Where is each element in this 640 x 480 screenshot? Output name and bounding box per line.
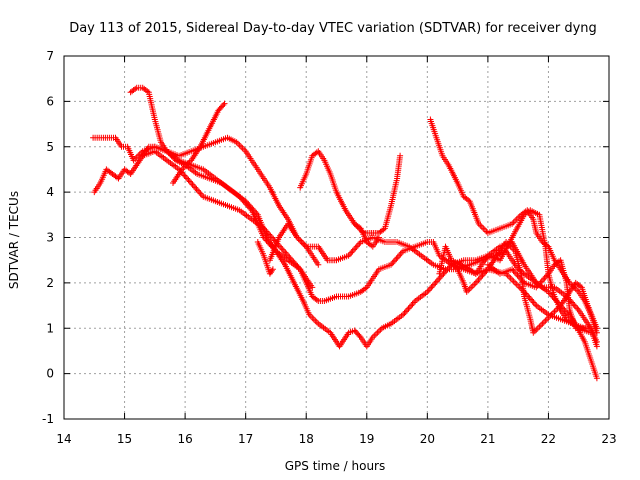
x-axis-ticks: 14 15 16 17 18 19 20 21 22 23 <box>56 56 617 446</box>
series-markers <box>139 148 316 291</box>
x-tick-label: 14 <box>56 432 71 446</box>
x-tick-label: 22 <box>541 432 556 446</box>
x-tick-label: 15 <box>117 432 132 446</box>
y-tick-label: 2 <box>46 276 54 290</box>
y-tick-label: 3 <box>46 231 54 245</box>
y-tick-label: 1 <box>46 321 54 335</box>
y-tick-label: 5 <box>46 140 54 154</box>
y-axis-label: SDTVAR / TECUs <box>7 191 21 289</box>
series-markers <box>266 220 322 268</box>
series-11 <box>436 207 594 336</box>
x-tick-label: 23 <box>601 432 616 446</box>
series-6 <box>254 239 276 277</box>
chart-title: Day 113 of 2015, Sidereal Day-to-day VTE… <box>69 21 597 36</box>
series-markers <box>254 239 276 277</box>
x-tick-label: 20 <box>420 432 435 446</box>
series-5 <box>170 100 228 186</box>
series-markers <box>436 207 594 336</box>
y-tick-label: 6 <box>46 94 54 108</box>
y-tick-label: 7 <box>46 49 54 63</box>
x-tick-label: 19 <box>359 432 374 446</box>
x-tick-label: 17 <box>238 432 253 446</box>
y-tick-label: 0 <box>46 367 54 381</box>
y-tick-label: -1 <box>42 412 54 426</box>
series-markers <box>170 100 228 186</box>
y-tick-label: 4 <box>46 185 54 199</box>
x-tick-label: 21 <box>480 432 495 446</box>
series-markers <box>351 220 382 250</box>
plot-area <box>90 84 600 382</box>
series-9 <box>351 220 382 250</box>
y-axis-ticks: -1 0 1 2 3 4 5 6 7 <box>42 49 609 426</box>
series-4 <box>139 148 316 291</box>
series-13 <box>484 257 594 332</box>
x-tick-label: 18 <box>299 432 314 446</box>
x-axis-label: GPS time / hours <box>285 459 386 473</box>
x-tick-label: 16 <box>177 432 192 446</box>
series-7 <box>266 220 322 268</box>
series-markers <box>484 257 594 332</box>
